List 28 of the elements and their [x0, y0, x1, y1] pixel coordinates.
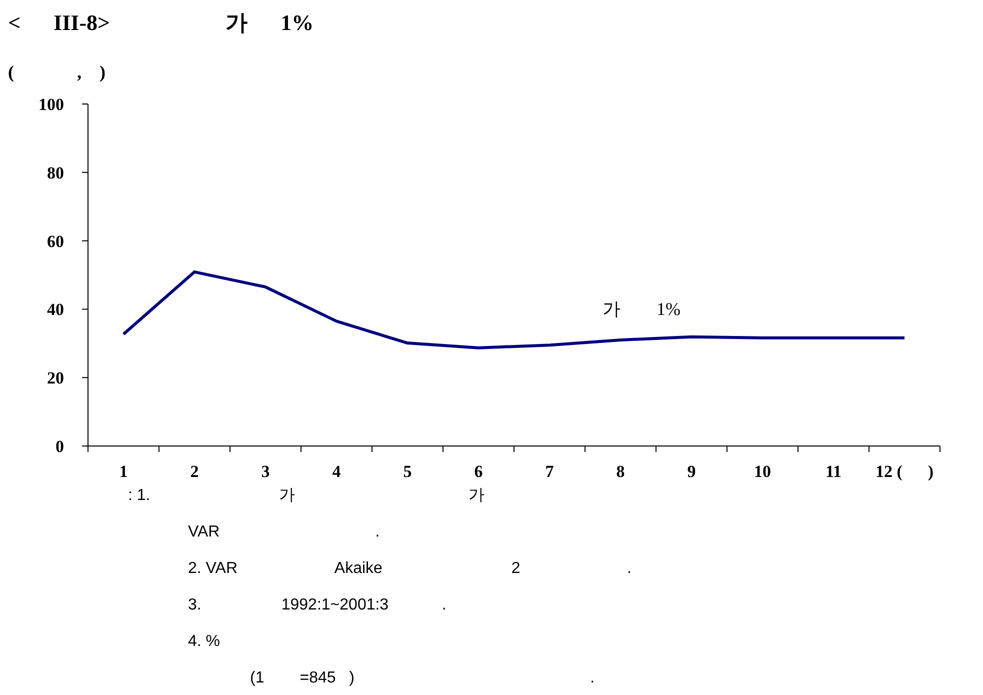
y-tick-label: 60	[47, 232, 64, 251]
text: 3. 1992:1~2001:3 .	[188, 596, 446, 614]
x-tick-label: 6	[474, 462, 483, 481]
y-tick-label: 20	[47, 368, 64, 388]
text: : 1. 가 가	[128, 487, 485, 504]
x-tick-label: 1	[119, 462, 128, 481]
y-tick-label: 100	[38, 95, 64, 114]
annotation: 가 1%	[602, 299, 680, 320]
y-tick-label: 0	[56, 437, 64, 456]
y-tick-label: 40	[47, 300, 64, 320]
chart-title: < III-8> 가 1%	[8, 10, 314, 35]
x-tick-label: 11	[825, 462, 842, 481]
text: VAR .	[188, 524, 380, 540]
x-tick-label: 5	[403, 462, 412, 481]
x-tick-label: 12 ( )	[875, 462, 934, 481]
text: 4. %	[188, 633, 220, 650]
line-series	[122, 270, 906, 350]
x-tick-label: 7	[545, 462, 554, 481]
x-tick-label: 4	[332, 462, 342, 481]
x-tick-label: 3	[261, 462, 270, 481]
text: 2. VAR Akaike 2 .	[188, 560, 632, 577]
chart-subtitle: ( , )	[8, 62, 106, 82]
text: (1 =845 ) .	[250, 670, 595, 686]
x-tick-label: 9	[687, 462, 696, 481]
y-tick-label: 80	[47, 163, 64, 182]
x-tick-label: 2	[190, 462, 199, 481]
x-tick-label: 8	[616, 462, 625, 481]
x-tick-label: 10	[754, 462, 771, 481]
